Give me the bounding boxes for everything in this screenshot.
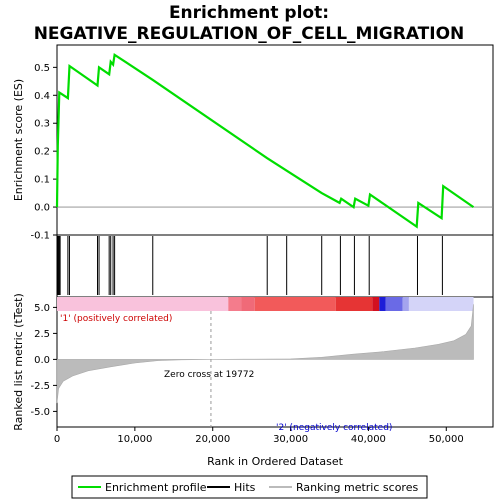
rank-ytick-label: -5.0	[30, 407, 50, 418]
rank-ytick-label: 5.0	[34, 303, 50, 314]
chart-title-line2: NEGATIVE_REGULATION_OF_CELL_MIGRATION	[34, 24, 465, 44]
es-ytick-label: 0.4	[34, 91, 50, 102]
x-axis-label: Rank in Ordered Dataset	[207, 455, 344, 468]
rank-color-bar	[57, 297, 474, 311]
rank-y-axis: 5.0 2.5 0.0 -2.5 -5.0	[30, 303, 57, 418]
xtick-label: 20,000	[195, 434, 230, 445]
rank-ytick-label: -2.5	[30, 381, 50, 392]
es-panel-frame	[56, 44, 494, 236]
es-y-axis-label: Enrichment score (ES)	[12, 79, 25, 201]
enrichment-profile-series	[55, 52, 475, 229]
ranking-metric-area	[56, 304, 474, 427]
legend-box	[71, 475, 428, 499]
color-bar-segment	[241, 297, 255, 311]
es-ytick-label: 0.2	[34, 147, 50, 158]
es-y-axis: -0.1 0.0 0.1 0.2 0.3 0.4 0.5	[30, 63, 57, 242]
es-ytick-label: 0.5	[34, 63, 50, 74]
positive-correlation-label: '1' (positively correlated)	[60, 314, 172, 324]
color-bar-segment	[379, 297, 386, 311]
color-bar-segment	[408, 297, 474, 311]
enrichment-profile-line	[55, 52, 475, 229]
hit-markers	[57, 236, 443, 295]
zero-cross-label: Zero cross at 19772	[164, 370, 254, 380]
xtick-label: 40,000	[351, 434, 386, 445]
rank-ytick-label: 0.0	[34, 355, 50, 366]
color-bar-segment	[57, 297, 229, 311]
es-ytick-label: 0.1	[34, 175, 50, 186]
x-axis: 0 10,000 20,000 30,000 40,000 50,000	[54, 427, 464, 445]
color-bar-segment	[335, 297, 373, 311]
es-ytick-label: 0.3	[34, 119, 50, 130]
hits-panel-frame	[56, 234, 494, 298]
color-bar-segment	[228, 297, 242, 311]
legend-ranking-label: Ranking metric scores	[296, 481, 418, 494]
color-bar-segment	[372, 297, 380, 311]
rank-y-axis-label: Ranked list metric (tTest)	[12, 293, 25, 430]
color-bar-segment	[254, 297, 336, 311]
chart-title-line1: Enrichment plot:	[169, 3, 329, 23]
ranking-metric-series	[56, 304, 474, 404]
rank-ytick-label: 2.5	[34, 329, 50, 340]
color-bar-segment	[385, 297, 403, 311]
es-ytick-label: -0.1	[30, 231, 50, 242]
color-bar-segment	[402, 297, 409, 311]
xtick-label: 10,000	[117, 434, 152, 445]
legend-enrichment-label: Enrichment profile	[105, 481, 207, 494]
negative-correlation-label: '2' (negatively correlated)	[276, 423, 392, 433]
xtick-label: 50,000	[429, 434, 464, 445]
xtick-label: 30,000	[273, 434, 308, 445]
legend-hits-label: Hits	[234, 481, 256, 494]
es-ytick-label: 0.0	[34, 203, 50, 214]
xtick-label: 0	[54, 434, 60, 445]
